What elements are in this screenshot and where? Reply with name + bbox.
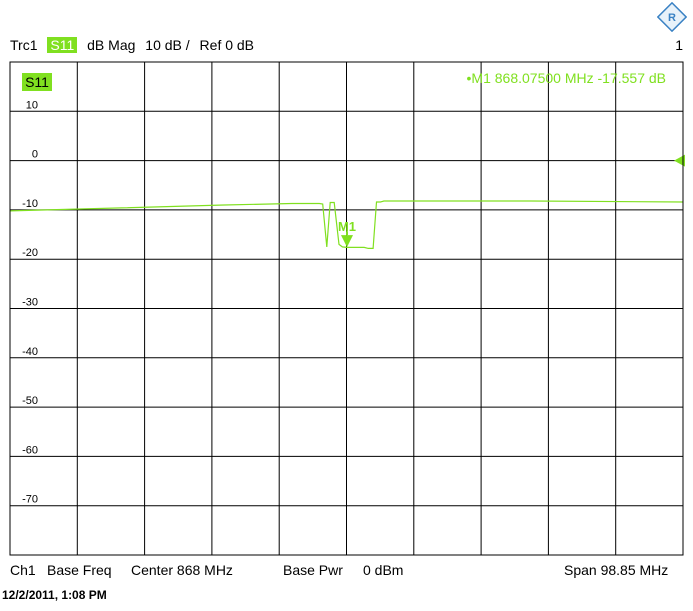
y-tick-label: 0 <box>32 149 38 161</box>
marker-label: M1 <box>338 219 356 234</box>
trace-name[interactable]: Trc1 <box>10 37 38 53</box>
footer-base-pwr[interactable]: Base Pwr <box>283 562 343 578</box>
y-tick-label: 10 <box>26 99 38 111</box>
timestamp: 12/2/2011, 1:08 PM <box>2 588 107 602</box>
marker-triangle[interactable] <box>341 235 354 248</box>
trace-ref[interactable]: Ref 0 dB <box>199 37 255 53</box>
chart-grid <box>10 62 683 555</box>
trace-scale[interactable]: 10 dB / <box>145 37 190 53</box>
trace-header: Trc1 S11 dB Mag 10 dB / Ref 0 dB <box>10 37 260 53</box>
trace-param-badge[interactable]: S11 <box>47 37 78 53</box>
footer-pwr-value[interactable]: 0 dBm <box>363 562 404 578</box>
markers: M1 <box>338 219 356 248</box>
marker-readout: •M1 868.07500 MHz -17.557 dB <box>467 70 666 86</box>
rohde-schwarz-logo: R <box>656 1 688 33</box>
footer-base-freq[interactable]: Base Freq <box>47 562 112 578</box>
y-tick-label: -70 <box>22 494 38 506</box>
footer-channel[interactable]: Ch1 <box>10 562 36 578</box>
trace-format[interactable]: dB Mag <box>87 37 136 53</box>
y-tick-label: -10 <box>22 198 38 210</box>
s11-trace-line <box>9 200 684 249</box>
y-tick-label: -60 <box>22 444 38 456</box>
plot-border <box>9 61 684 556</box>
y-tick-label: -30 <box>22 297 38 309</box>
trace-label-bg <box>22 73 52 91</box>
svg-text:R: R <box>668 12 676 24</box>
channel-number: 1 <box>675 37 683 53</box>
y-tick-label: -50 <box>22 395 38 407</box>
y-tick-labels: 10 0 -10 -20 -30 -40 -50 -60 -70 <box>22 99 38 505</box>
footer-center[interactable]: Center 868 MHz <box>131 562 233 578</box>
footer-span[interactable]: Span 98.85 MHz <box>564 562 669 578</box>
y-tick-label: -20 <box>22 247 38 259</box>
y-tick-label: -40 <box>22 346 38 358</box>
trace-label: S11 <box>25 74 49 90</box>
reference-level-arrow[interactable] <box>674 154 685 167</box>
